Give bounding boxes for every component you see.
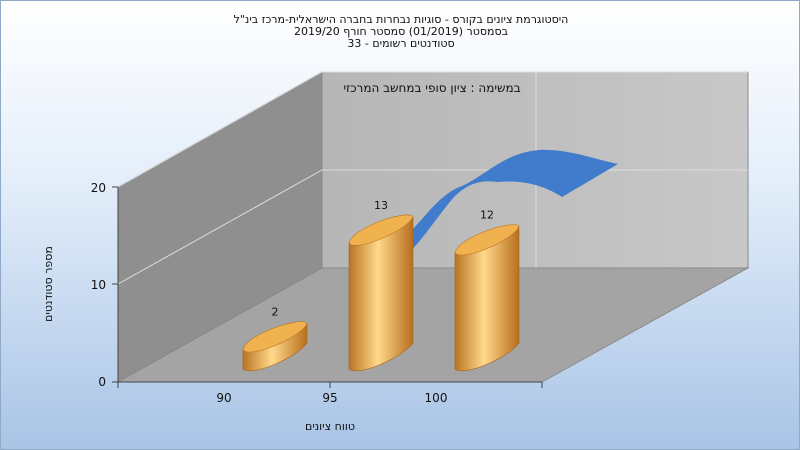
chart-distribution-curve: [410, 149, 618, 252]
x-tick-label: 100: [425, 391, 448, 405]
x-axis-title: טווח ציונים: [305, 420, 355, 433]
y-tick-label: 20: [91, 181, 106, 195]
chart-data-label: 12: [480, 209, 494, 222]
chart-bar-top: [348, 214, 414, 246]
chart-bar: [454, 226, 520, 371]
x-tick-label: 95: [322, 391, 337, 405]
chart-axes: [112, 186, 543, 388]
chart-bar-top: [454, 224, 520, 256]
chart-data-label: 13: [374, 199, 388, 212]
chart-title-line-2: בסמסטר (01/2019) סמסטר חורף 2019/20: [294, 25, 508, 38]
chart-title-line-1: היסטוגרמת ציונים בקורס - סוגיות נבחרות ב…: [233, 13, 569, 26]
chart-data-label: 2: [272, 306, 279, 319]
y-axis-title: מספר סטודנטים: [42, 246, 55, 322]
chart-bar-top: [242, 321, 308, 353]
y-tick-label: 10: [91, 278, 106, 292]
x-tick-label: 90: [216, 391, 231, 405]
chart-bars: 2 13 12: [242, 199, 520, 371]
chart-bar: [348, 216, 414, 371]
chart-legend-label: במשימה : ציון סופי במחשב המרכזי: [343, 81, 520, 95]
chart-title-line-3: סטודנטים רשומים - 33: [347, 37, 455, 50]
y-tick-label: 0: [98, 375, 106, 389]
